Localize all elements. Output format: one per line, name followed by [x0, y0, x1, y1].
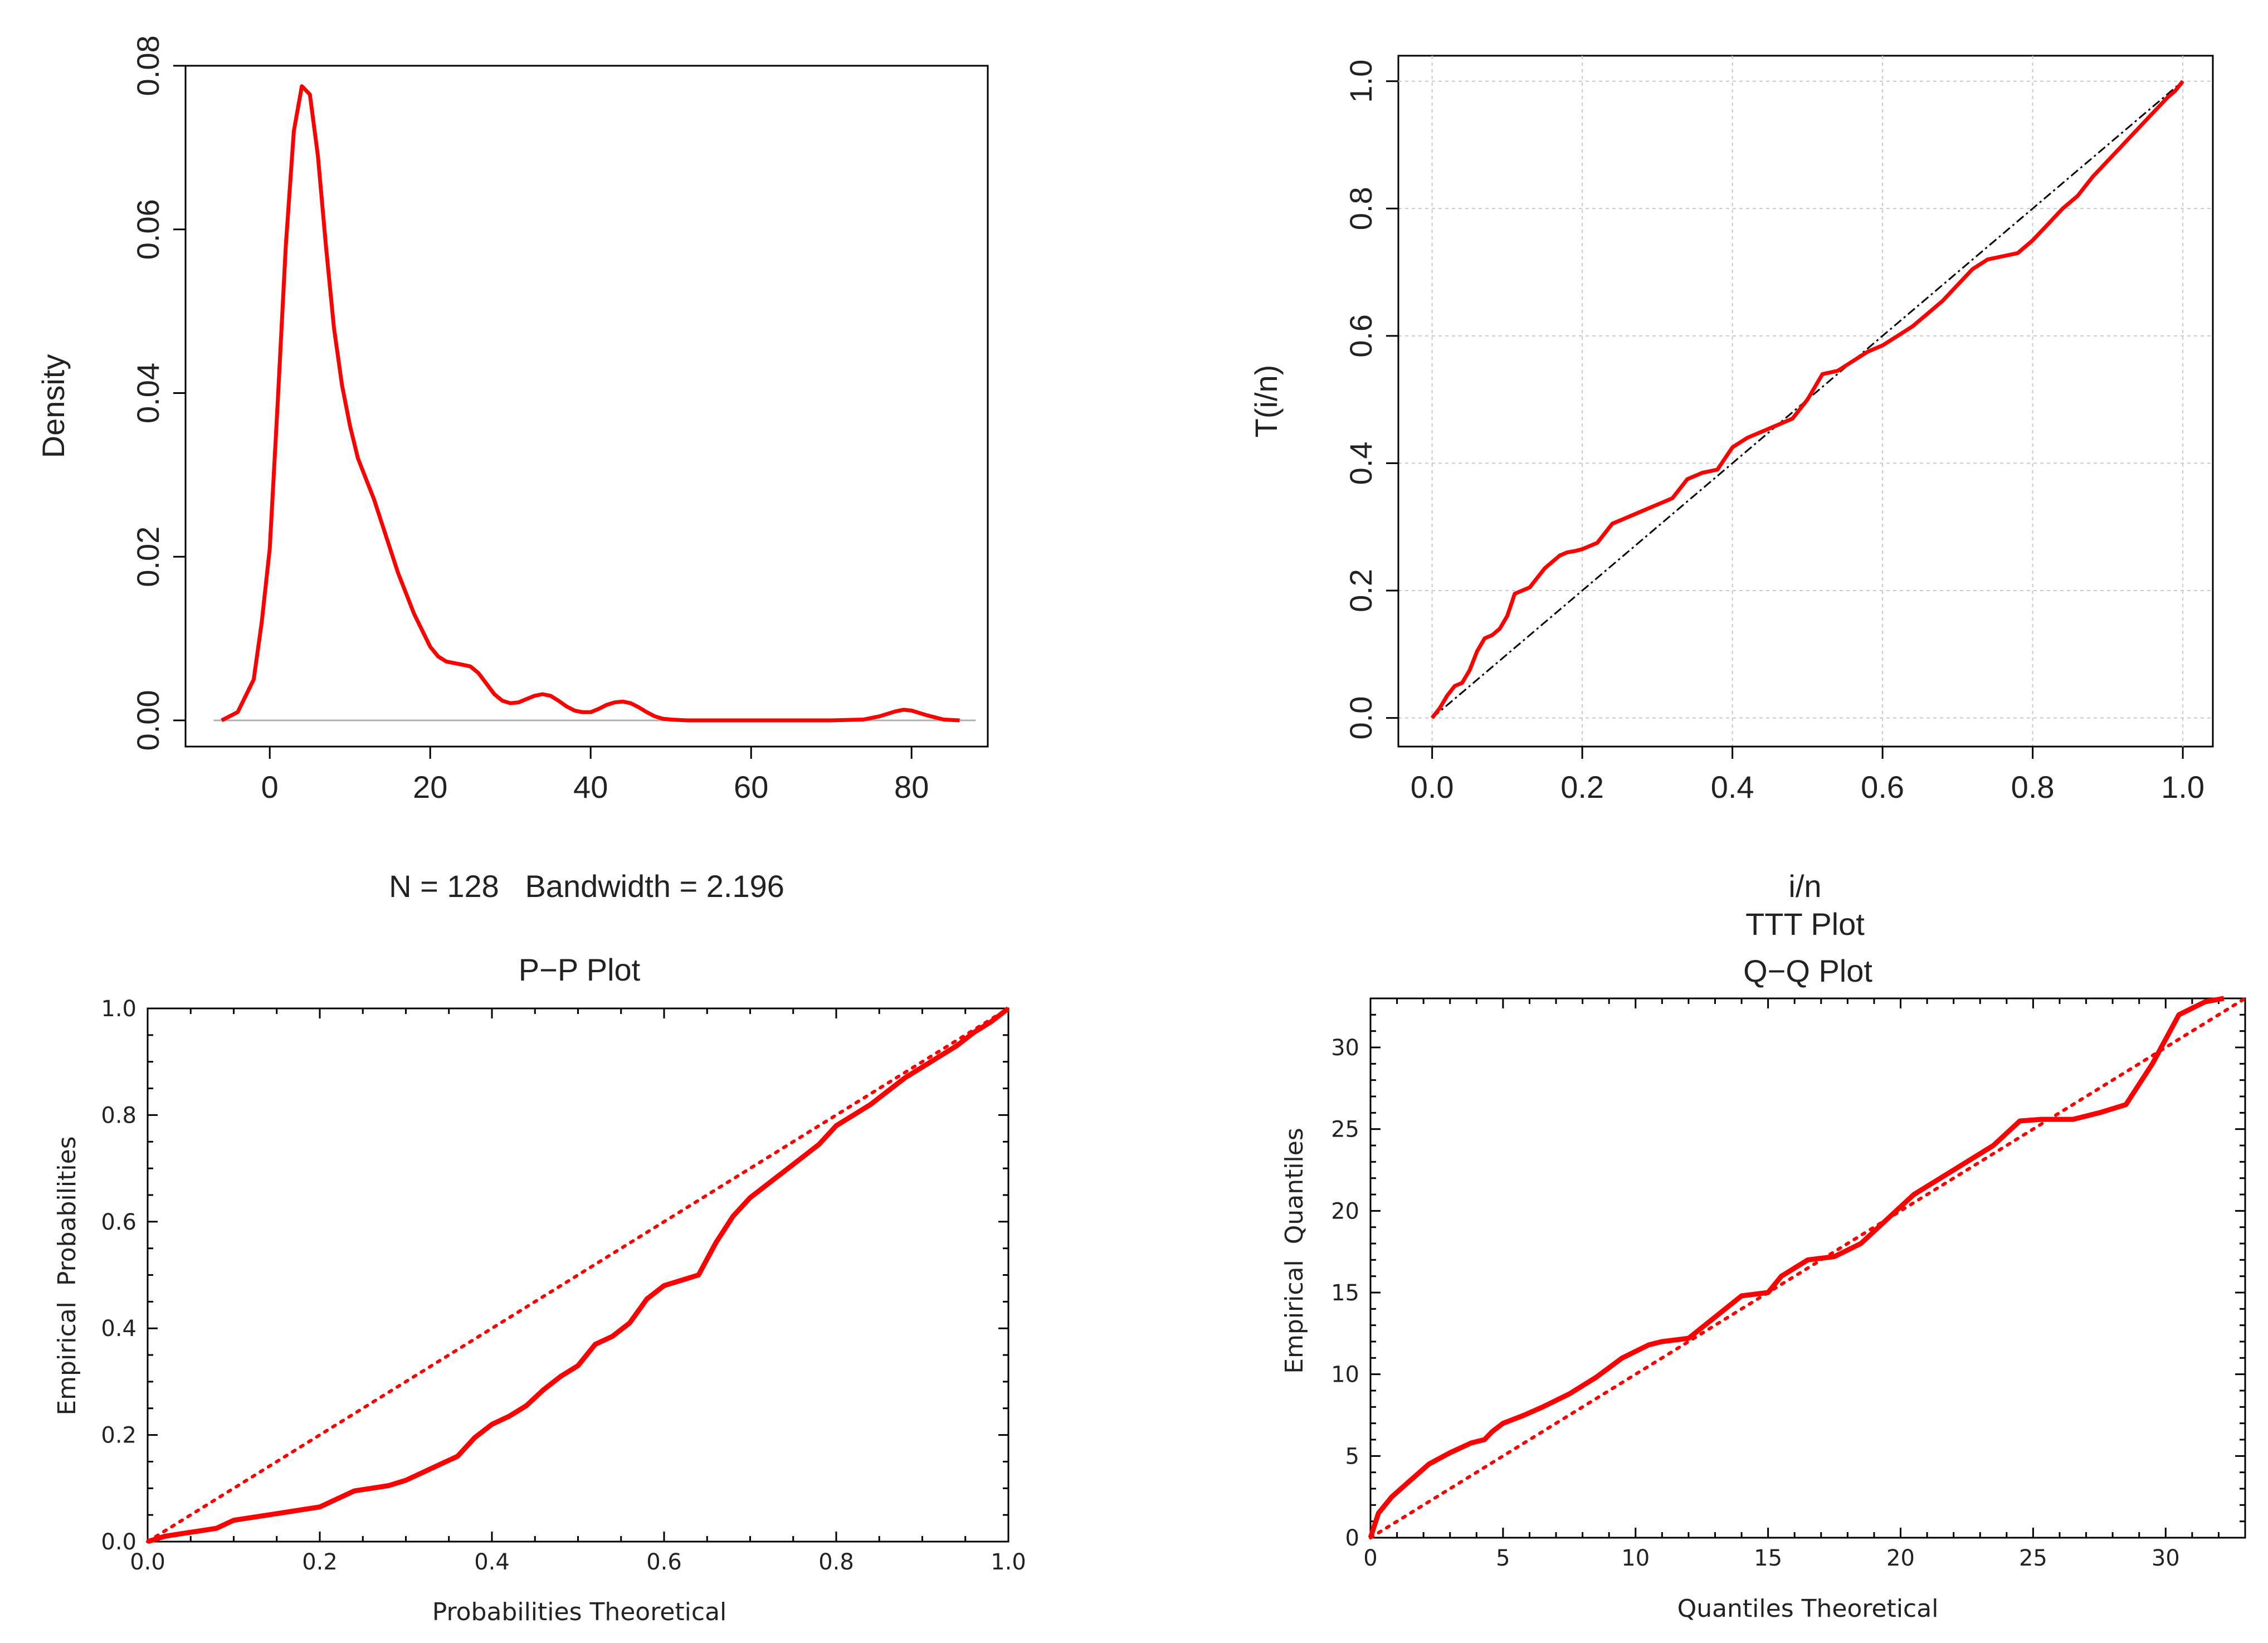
qq-panel: 0 5 10 15 20 25 30 0 5 10 15 20 25 30 Q−Q Plot Quant…	[1280, 953, 2247, 1623]
ttt-x-tick-label: 0.8	[2011, 769, 2055, 805]
ttt-curve	[1430, 80, 2184, 719]
density-x-label: N = 128 Bandwidth = 2.196	[389, 869, 784, 904]
qq-y-tick-label: 20	[1331, 1198, 1359, 1224]
ttt-y-tick-label: 0.0	[1343, 696, 1378, 740]
qq-title: Q−Q Plot	[1743, 953, 1872, 988]
ttt-y-tick-label: 0.6	[1343, 314, 1378, 358]
pp-panel: 0.0 0.2 0.4 0.6 0.8 1.0 0.0 0.2 0.4 0.6 0.8 1.0 P−…	[53, 952, 1026, 1626]
ttt-x-axis: 0.0 0.2 0.4 0.6 0.8 1.0	[1411, 745, 2204, 805]
density-y-tick-label: 0.08	[130, 36, 165, 96]
qq-y-tick-label: 10	[1331, 1362, 1359, 1388]
qq-y-tick-label: 30	[1331, 1035, 1359, 1061]
ttt-x-tick-label: 0.0	[1411, 769, 1454, 805]
ttt-x-tick-label: 0.4	[1711, 769, 1754, 805]
density-y-tick-label: 0.04	[130, 363, 165, 423]
pp-y-label: Empirical Probabilities	[53, 1136, 81, 1415]
ttt-y-tick-label: 0.2	[1343, 569, 1378, 612]
density-y-axis: 0.00 0.02 0.04 0.06 0.08	[130, 36, 187, 751]
pp-x-tick-label: 0.4	[474, 1549, 510, 1575]
pp-y-tick-label: 0.2	[101, 1423, 136, 1449]
ttt-grid	[1398, 56, 2213, 747]
qq-y-tick-label: 25	[1331, 1117, 1359, 1143]
qq-x-tick-label: 0	[1363, 1546, 1377, 1571]
ttt-y-label: T(i/n)	[1248, 365, 1284, 438]
qq-x-tick-label: 25	[2019, 1546, 2047, 1571]
density-panel: 0 20 40 60 80 0.00 0.02 0.04 0.06 0.08 N = 128 B…	[36, 36, 989, 904]
qq-y-tick-label: 5	[1345, 1444, 1359, 1469]
pp-y-tick-label: 0.0	[101, 1529, 136, 1555]
qq-y-label: Empirical Quantiles	[1280, 1128, 1309, 1374]
pp-x-tick-label: 0.8	[818, 1549, 854, 1575]
pp-y-tick-label: 0.8	[101, 1103, 136, 1128]
qq-y-axis: 0 5 10 15 20 25 30	[1331, 997, 2245, 1551]
density-y-tick-label: 0.02	[130, 526, 165, 587]
qq-empirical-curve	[1368, 996, 2225, 1539]
ttt-panel: 0.0 0.2 0.4 0.6 0.8 1.0 0.0 0.2 0.4 0.6 0.8 1.0 i/…	[1248, 55, 2214, 942]
qq-x-tick-label: 10	[1621, 1546, 1650, 1571]
pp-empirical-curve	[147, 1006, 1010, 1544]
pp-y-tick-label: 1.0	[101, 996, 136, 1022]
density-x-tick-label: 80	[894, 769, 929, 805]
pp-x-tick-label: 0.2	[302, 1549, 338, 1575]
pp-x-label: Probabilities Theoretical	[432, 1598, 727, 1626]
density-x-tick-label: 20	[413, 769, 447, 805]
ttt-x-tick-label: 0.6	[1861, 769, 1904, 805]
ttt-x-label: i/n	[1788, 869, 1821, 904]
density-x-axis: 0 20 40 60 80	[261, 745, 929, 805]
pp-x-tick-label: 1.0	[991, 1549, 1026, 1575]
pp-y-axis: 0.0 0.2 0.4 0.6 0.8 1.0	[101, 996, 1008, 1555]
density-x-tick-label: 0	[261, 769, 279, 805]
ttt-title: TTT Plot	[1745, 906, 1865, 942]
density-plot-frame	[184, 65, 989, 748]
qq-x-label: Quantiles Theoretical	[1677, 1595, 1939, 1623]
ttt-y-tick-label: 1.0	[1343, 60, 1378, 103]
qq-plot-frame	[1369, 997, 2246, 1539]
pp-x-axis: 0.0 0.2 0.4 0.6 0.8 1.0	[130, 1008, 1026, 1575]
density-y-tick-label: 0.00	[130, 690, 165, 751]
pp-reference-line	[146, 1007, 1010, 1543]
density-x-tick-label: 40	[573, 769, 608, 805]
ttt-y-tick-label: 0.4	[1343, 441, 1378, 485]
ttt-x-tick-label: 1.0	[2161, 769, 2204, 805]
qq-x-tick-label: 30	[2152, 1546, 2180, 1571]
ttt-diagonal-line	[1431, 80, 2184, 719]
ttt-x-tick-label: 0.2	[1560, 769, 1604, 805]
pp-y-tick-label: 0.4	[101, 1316, 136, 1342]
qq-y-tick-label: 0	[1345, 1525, 1359, 1551]
qq-reference-line	[1369, 997, 2247, 1539]
pp-y-tick-label: 0.6	[101, 1210, 136, 1235]
qq-y-tick-label: 15	[1331, 1280, 1359, 1306]
ttt-y-axis: 0.0 0.2 0.4 0.6 0.8 1.0	[1343, 60, 1399, 740]
qq-x-tick-label: 5	[1496, 1546, 1510, 1571]
pp-x-tick-label: 0.6	[646, 1549, 682, 1575]
pp-x-tick-label: 0.0	[130, 1549, 165, 1575]
density-x-tick-label: 60	[734, 769, 768, 805]
ttt-y-tick-label: 0.8	[1343, 187, 1378, 230]
pp-title: P−P Plot	[519, 952, 641, 987]
density-curve	[221, 84, 960, 723]
density-y-label: Density	[36, 354, 71, 459]
qq-x-tick-label: 15	[1754, 1546, 1782, 1571]
qq-x-axis: 0 5 10 15 20 25 30	[1363, 998, 2246, 1571]
density-y-tick-label: 0.06	[130, 199, 165, 260]
qq-x-tick-label: 20	[1886, 1546, 1915, 1571]
